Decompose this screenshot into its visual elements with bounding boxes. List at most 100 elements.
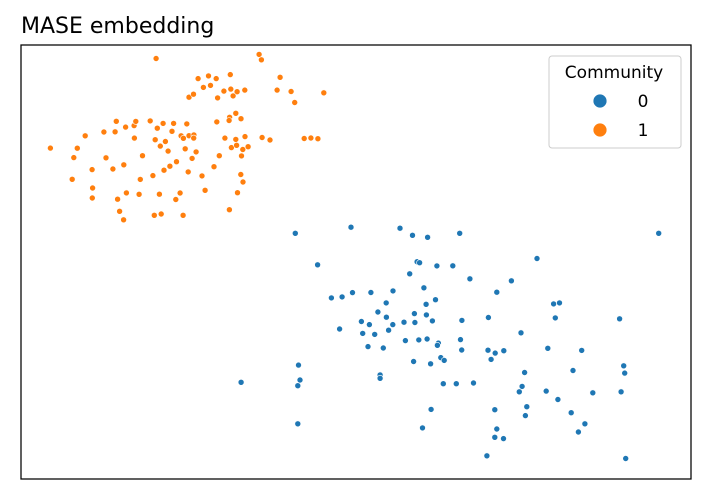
point-community-0-3 — [409, 232, 416, 239]
point-community-0-35 — [389, 321, 397, 328]
chart-title: MASE embedding — [21, 14, 214, 39]
point-community-0-26 — [550, 300, 557, 308]
point-community-0-21 — [420, 284, 428, 292]
point-community-1-95 — [172, 196, 180, 203]
point-community-1-73 — [120, 161, 128, 169]
point-community-0-59 — [544, 344, 552, 352]
point-community-0-17 — [338, 293, 346, 301]
point-community-1-13 — [241, 86, 249, 94]
point-community-0-96 — [500, 435, 507, 442]
point-community-0-40 — [485, 314, 492, 321]
point-community-0-4 — [424, 234, 431, 241]
point-community-0-33 — [366, 321, 373, 328]
point-community-0-38 — [429, 317, 436, 325]
point-community-0-89 — [522, 412, 529, 419]
point-community-1-38 — [154, 124, 161, 132]
point-community-1-23 — [232, 110, 240, 117]
point-community-0-74 — [294, 382, 302, 390]
point-community-1-69 — [173, 158, 180, 165]
point-community-1-12 — [233, 88, 241, 95]
point-community-1-20 — [229, 92, 237, 100]
point-community-0-62 — [487, 356, 495, 363]
point-community-1-4 — [276, 74, 284, 81]
point-community-0-54 — [434, 341, 441, 349]
point-community-1-89 — [156, 190, 163, 198]
legend: Community 0 1 — [548, 55, 682, 149]
point-community-1-65 — [239, 146, 247, 153]
point-community-1-7 — [212, 75, 220, 82]
point-community-1-59 — [233, 142, 240, 149]
legend-label-community-0: 0 — [638, 92, 649, 112]
point-community-0-94 — [575, 428, 582, 436]
point-community-1-5 — [194, 75, 202, 82]
point-community-1-25 — [122, 123, 129, 131]
point-community-0-75 — [439, 380, 447, 388]
point-community-1-83 — [137, 176, 144, 183]
point-community-1-62 — [74, 144, 81, 152]
point-community-0-42 — [551, 314, 559, 322]
series-community-0 — [237, 223, 663, 462]
point-community-1-61 — [47, 144, 54, 152]
point-community-1-39 — [168, 128, 176, 135]
point-community-1-98 — [151, 212, 158, 219]
point-community-0-9 — [416, 259, 423, 267]
point-community-0-46 — [371, 331, 379, 338]
point-community-1-24 — [113, 118, 120, 125]
point-community-0-20 — [389, 287, 397, 295]
point-community-0-71 — [376, 374, 384, 382]
point-community-1-34 — [237, 115, 245, 122]
point-community-0-32 — [358, 318, 365, 325]
point-community-1-99 — [157, 210, 165, 218]
point-community-1-6 — [205, 72, 212, 80]
series-community-1 — [47, 51, 328, 224]
point-community-0-87 — [427, 406, 435, 413]
point-community-0-15 — [508, 277, 515, 285]
point-community-1-36 — [100, 128, 108, 136]
point-community-0-13 — [406, 270, 414, 278]
point-community-1-60 — [244, 143, 252, 150]
point-community-1-31 — [183, 120, 191, 128]
point-community-1-70 — [188, 155, 196, 162]
point-community-0-31 — [423, 311, 430, 319]
point-community-1-2 — [258, 56, 265, 64]
point-community-1-51 — [258, 134, 266, 141]
point-community-0-77 — [470, 379, 477, 387]
point-community-0-0 — [291, 230, 299, 237]
point-community-0-12 — [533, 255, 541, 262]
point-community-1-14 — [273, 86, 281, 94]
points-layer — [47, 51, 663, 462]
point-community-1-91 — [201, 187, 209, 194]
point-community-0-85 — [523, 403, 531, 411]
point-community-1-44 — [151, 136, 159, 143]
point-community-0-57 — [491, 349, 499, 357]
point-community-1-33 — [225, 117, 233, 124]
point-community-0-60 — [578, 347, 586, 354]
point-community-0-22 — [432, 296, 439, 304]
point-community-0-2 — [396, 224, 404, 232]
point-community-1-56 — [157, 142, 164, 150]
point-community-1-93 — [89, 194, 96, 202]
point-community-0-39 — [458, 317, 466, 324]
point-community-1-71 — [216, 152, 223, 159]
point-community-0-56 — [484, 346, 492, 354]
point-community-0-73 — [237, 378, 245, 386]
point-community-0-80 — [589, 389, 597, 397]
point-community-1-11 — [227, 85, 235, 93]
point-community-1-96 — [226, 206, 233, 213]
point-community-0-34 — [385, 326, 392, 334]
point-community-1-79 — [210, 163, 218, 170]
point-community-0-1 — [347, 223, 355, 231]
point-community-1-9 — [207, 82, 214, 89]
point-community-0-88 — [567, 409, 575, 417]
point-community-1-8 — [200, 84, 207, 91]
point-community-0-16 — [328, 294, 335, 302]
point-community-1-32 — [213, 118, 221, 126]
point-community-1-72 — [238, 152, 245, 160]
point-community-0-82 — [621, 369, 629, 377]
point-community-0-76 — [452, 380, 460, 388]
point-community-1-78 — [184, 168, 192, 176]
point-community-1-19 — [214, 94, 221, 102]
point-community-0-27 — [556, 299, 563, 307]
